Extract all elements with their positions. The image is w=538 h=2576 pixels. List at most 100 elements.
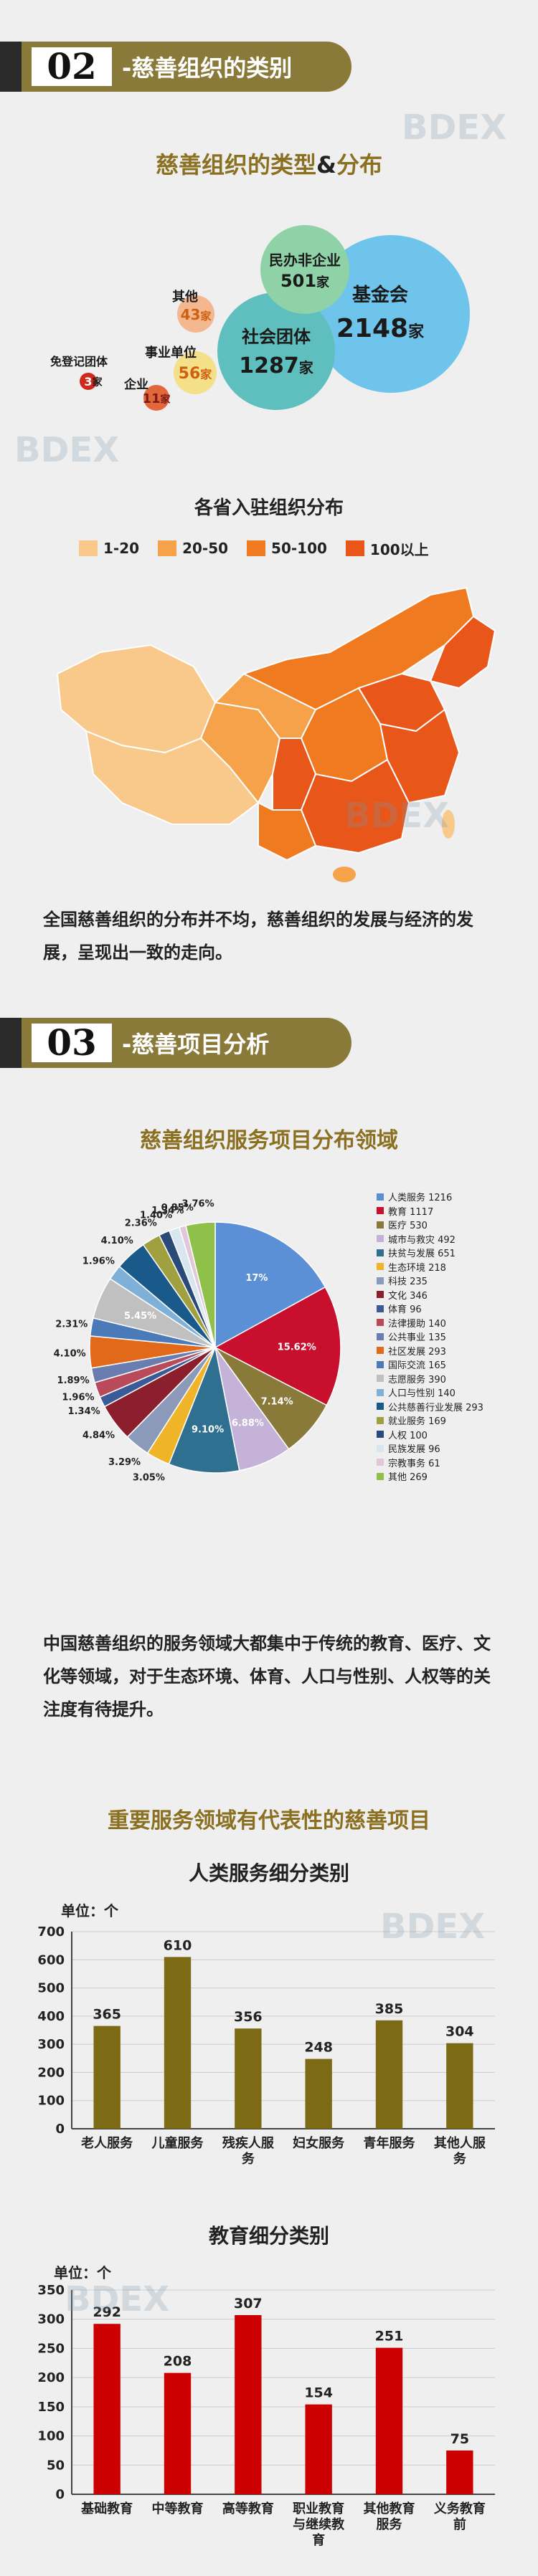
pie-legend-item: 生态环境 218 (377, 1260, 527, 1274)
legend-swatch (377, 1249, 384, 1256)
legend-label: 宗教事务 61 (388, 1458, 440, 1469)
bubble-social-group (217, 292, 335, 410)
legend-label: 人类服务 1216 (388, 1193, 453, 1204)
bubble-enterprise-name: 企业 (123, 377, 148, 392)
pie-legend-item: 人口与性别 140 (377, 1385, 527, 1400)
bar-chart-human-services: 0 100 200 300 400 500 600 700 365 老人服务 610 儿童服务 356 残… (37, 1924, 495, 2167)
x-category-label: 义务教育 (434, 2501, 486, 2517)
legend-swatch (377, 1319, 384, 1327)
map-region-south (300, 758, 410, 854)
pie-legend-item: 志愿服务 390 (377, 1372, 527, 1386)
y-tick-label: 300 (37, 2037, 65, 2052)
legend-label: 其他 269 (388, 1472, 428, 1484)
legend-swatch (377, 1416, 384, 1424)
pie-legend-item: 其他 269 (377, 1469, 527, 1484)
bar2-title: 教育细分类别 (208, 2224, 329, 2248)
x-category-label: 高等教育 (222, 2501, 274, 2517)
legend-label: 公共慈善行业发展 293 (388, 1402, 483, 1413)
bubble-exempt-name: 免登记团体 (50, 355, 108, 368)
section-number: 03 (29, 1021, 115, 1065)
x-category-label: 中等教育 (152, 2501, 204, 2517)
legend-label: 扶贫与发展 651 (388, 1249, 456, 1260)
pie-legend-item: 社区发展 293 (377, 1344, 527, 1358)
section-03-banner: 03 -慈善项目分析 (0, 1005, 538, 1074)
bubble-other-name: 其他 (172, 289, 198, 305)
bar-value-label: 304 (445, 2024, 474, 2040)
x-category-label: 妇女服务 (293, 2135, 345, 2151)
pie-slice-label: 0.85% (161, 1203, 194, 1213)
banner-leftbar (0, 42, 22, 92)
bar (446, 2450, 473, 2494)
pie-slice-label: 17% (245, 1273, 268, 1284)
svg-text:1287家: 1287家 (239, 353, 314, 378)
bubble-social-group-name: 社会团体 (242, 327, 311, 347)
legend-label: 城市与救灾 492 (388, 1234, 456, 1246)
legend-swatch (377, 1277, 384, 1284)
bar (93, 2324, 121, 2494)
bar-value-label: 610 (164, 1937, 192, 1953)
pie-slice-label: 1.96% (62, 1393, 94, 1403)
pie-legend-item: 扶贫与发展 651 (377, 1246, 527, 1260)
legend-label: 体育 96 (388, 1304, 422, 1316)
svg-text:43家: 43家 (181, 306, 212, 323)
bar-value-label: 248 (304, 2040, 333, 2056)
pie-slice-label: 1.34% (151, 1206, 184, 1216)
pie-slice-label: 9.10% (192, 1424, 224, 1435)
watermark: BDEX (402, 108, 507, 148)
y-tick-label: 150 (37, 2400, 65, 2415)
services-pie-legend: 人类服务 1216 教育 1117 医疗 530 城市与救灾 492 扶贫与发展 651… (377, 1190, 527, 1484)
pie-slice-人类服务 (214, 1221, 326, 1349)
legend-swatch (79, 540, 98, 556)
watermark: BDEX (65, 2279, 170, 2319)
legend-swatch (377, 1459, 384, 1466)
legend-swatch (377, 1193, 384, 1201)
bubble-private-name: 民办非企业 (269, 252, 341, 269)
bar (164, 1957, 192, 2129)
svg-text:56家: 56家 (179, 365, 213, 383)
x-category-label: 育 (312, 2532, 325, 2548)
bar-value-label: 307 (234, 2296, 263, 2312)
legend-item: 1-20 (79, 538, 139, 559)
bar-value-label: 154 (304, 2385, 333, 2401)
y-tick-label: 0 (55, 2122, 65, 2137)
map-region-taiwan (442, 810, 455, 839)
bar1-unit: 单位：个 (61, 1902, 118, 1919)
x-category-label: 务 (242, 2151, 255, 2167)
bar-chart-education: 0 50 100 150 200 250 300 350 292 基础教育 208 中等教育 307 高等… (37, 2283, 495, 2548)
services-pie-chart: 17% 15.62% 7.14% 6.88% 9.10% 3.05% 3.29% 4.84% 1… (54, 1198, 341, 1484)
legend-swatch (377, 1221, 384, 1229)
pie-legend-item: 就业服务 169 (377, 1413, 527, 1428)
legend-swatch (377, 1431, 384, 1439)
types-bubble-chart: 基金会 2148家 社会团体 1287家 民办非企业 501家 事业单位 56家… (50, 225, 470, 411)
legend-label: 文化 346 (388, 1290, 428, 1302)
svg-text:3家: 3家 (84, 375, 103, 388)
bubble-private-nonenterprise (260, 225, 349, 314)
legend-swatch (377, 1291, 384, 1299)
banner-leftbar (0, 1018, 22, 1068)
pie-slice-label: 2.36% (125, 1218, 157, 1229)
pie-slice-label: 1.96% (82, 1256, 115, 1267)
bar (164, 2372, 192, 2494)
pie-legend-item: 教育 1117 (377, 1204, 527, 1218)
svg-text:501家: 501家 (280, 271, 330, 291)
pie-legend-item: 人类服务 1216 (377, 1190, 527, 1204)
pie-legend-item: 人权 100 (377, 1428, 527, 1442)
map-legend: 1-20 20-50 50-100 100以上 (79, 538, 481, 559)
pie-slice-label: 4.10% (54, 1348, 86, 1359)
pie-legend-item: 城市与救灾 492 (377, 1232, 527, 1246)
y-tick-label: 200 (37, 2065, 65, 2080)
pie-slice-label: 3.76% (182, 1198, 214, 1209)
bubble-foundation-name: 基金会 (352, 284, 408, 306)
y-tick-label: 100 (37, 2094, 65, 2109)
bar (235, 2028, 262, 2129)
pie-slice-教育 (214, 1286, 341, 1406)
x-category-label: 与继续教 (293, 2517, 345, 2532)
bar-value-label: 365 (93, 2007, 121, 2023)
bubble-other (177, 295, 214, 333)
china-map (56, 586, 496, 882)
pie-slice-label: 1.40% (140, 1210, 172, 1221)
y-tick-label: 350 (37, 2283, 65, 2298)
legend-swatch (377, 1472, 384, 1480)
x-category-label: 务 (453, 2151, 467, 2167)
pie-legend-item: 公共事业 135 (377, 1330, 527, 1344)
